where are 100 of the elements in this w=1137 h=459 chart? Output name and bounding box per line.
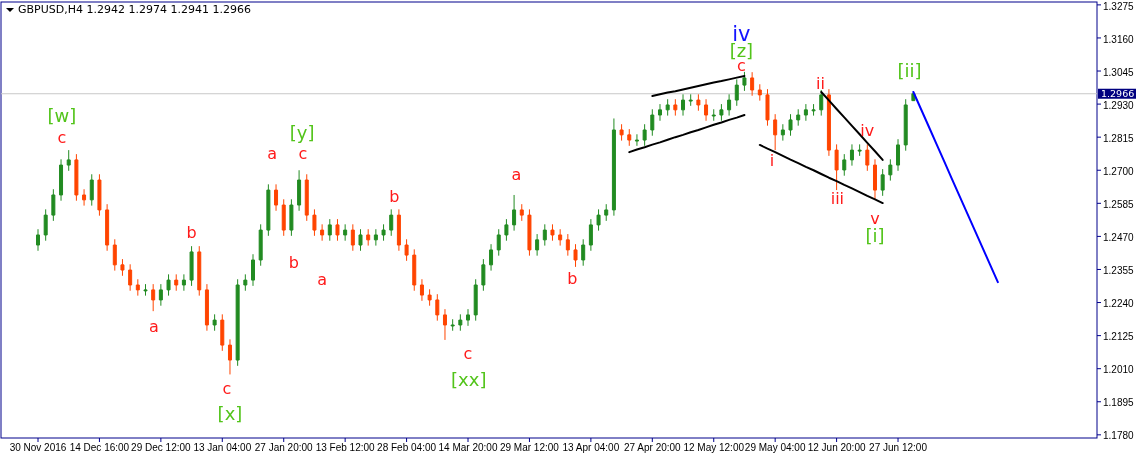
candlestick [97,173,102,217]
candlestick [711,108,716,122]
y-tick-label: 1.2470 [1103,232,1135,244]
candlestick [389,208,394,237]
line-series [758,143,884,205]
candlestick [673,98,678,117]
candlestick [581,238,586,267]
annotation: b [288,252,299,272]
candlestick [120,258,125,277]
candlestick [496,228,501,257]
candlestick [642,123,647,147]
x-tick-label: 13 Jan 04:00 [193,442,252,453]
candlestick [826,88,831,157]
candlestick [304,173,309,222]
candlestick [51,188,56,222]
x-tick-label: 12 May 12:00 [683,442,745,453]
annotation: [y] [289,122,315,143]
candlestick [512,194,517,232]
candlestick [481,258,486,292]
candlestick [903,98,908,152]
candlestick [865,143,870,172]
candlestick [788,113,793,137]
candlestick [573,243,578,268]
x-tick-label: 30 Nov 2016 [9,442,67,453]
candlestick [872,158,877,201]
candlestick [719,103,724,122]
x-tick-label: 13 Feb 12:00 [315,442,376,453]
y-tick-label: 1.2815 [1103,132,1135,144]
candlestick [366,228,371,247]
y-tick-label: 1.1895 [1103,397,1135,409]
candlestick [74,153,79,202]
candlestick [896,138,901,172]
candlestick [757,83,762,102]
candlestick [274,183,279,212]
candlestick [289,198,294,237]
candlestick [681,93,686,117]
annotation: ii [816,73,825,93]
candlestick [82,188,87,207]
annotation: [w] [47,105,77,126]
candlestick [227,338,232,375]
candlestick [842,153,847,177]
candlestick [358,228,363,252]
candlestick [834,143,839,191]
candlestick [43,208,48,242]
candlestick [442,308,447,341]
candlestick [404,238,409,262]
y-tick-label: 1.2010 [1103,364,1135,376]
x-tick-label: 14 Mar 20:00 [438,442,498,453]
candlestick [504,218,509,242]
candlestick [112,238,117,272]
candlestick [535,233,540,257]
candlestick [105,203,110,252]
candlestick [66,149,71,172]
y-tick-label: 1.1780 [1103,430,1135,442]
candlestick [151,283,156,312]
annotation: c [298,143,308,163]
candlestick [849,143,854,167]
annotation: iv [860,120,875,140]
y-tick-label: 1.2240 [1103,298,1135,310]
candlestick [634,133,639,147]
candlestick [450,318,455,332]
candlestick [220,313,225,352]
candlestick [373,228,378,247]
line-series [912,91,999,284]
annotation: [i] [865,225,885,246]
candlestick [312,208,317,237]
annotation: c [222,378,232,398]
candlestick [166,273,171,297]
annotation: b [389,186,400,206]
candlestick [36,228,40,252]
candlestick [696,93,701,112]
y-tick-label: 1.2585 [1103,198,1135,210]
annotation: a [317,269,328,289]
candlestick [565,233,570,257]
annotation: a [149,316,159,336]
candlestick [742,71,747,92]
candlestick [466,308,471,327]
candlestick [297,169,302,212]
candlestick [235,278,240,367]
line-series [651,74,746,98]
candlestick [596,208,601,232]
candlestick [773,113,778,151]
ref-line-label: 1.2966 [1101,87,1135,99]
candlestick [650,108,655,137]
candlestick [688,93,693,107]
x-tick-label: 27 Apr 20:00 [623,442,682,453]
candlestick [619,123,624,142]
candlestick [796,108,801,127]
candlestick [588,218,593,252]
candlestick [803,103,808,122]
candlestick [189,245,194,287]
x-tick-label: 13 Apr 04:00 [562,442,620,453]
x-tick-label: 12 Jun 20:00 [807,442,866,453]
candlestick [128,263,133,292]
candlestick [59,158,64,202]
candlestick [550,223,555,242]
candlestick [734,78,739,107]
annotation: b [186,222,197,242]
annotation: a [267,143,278,163]
line-series [820,91,884,161]
